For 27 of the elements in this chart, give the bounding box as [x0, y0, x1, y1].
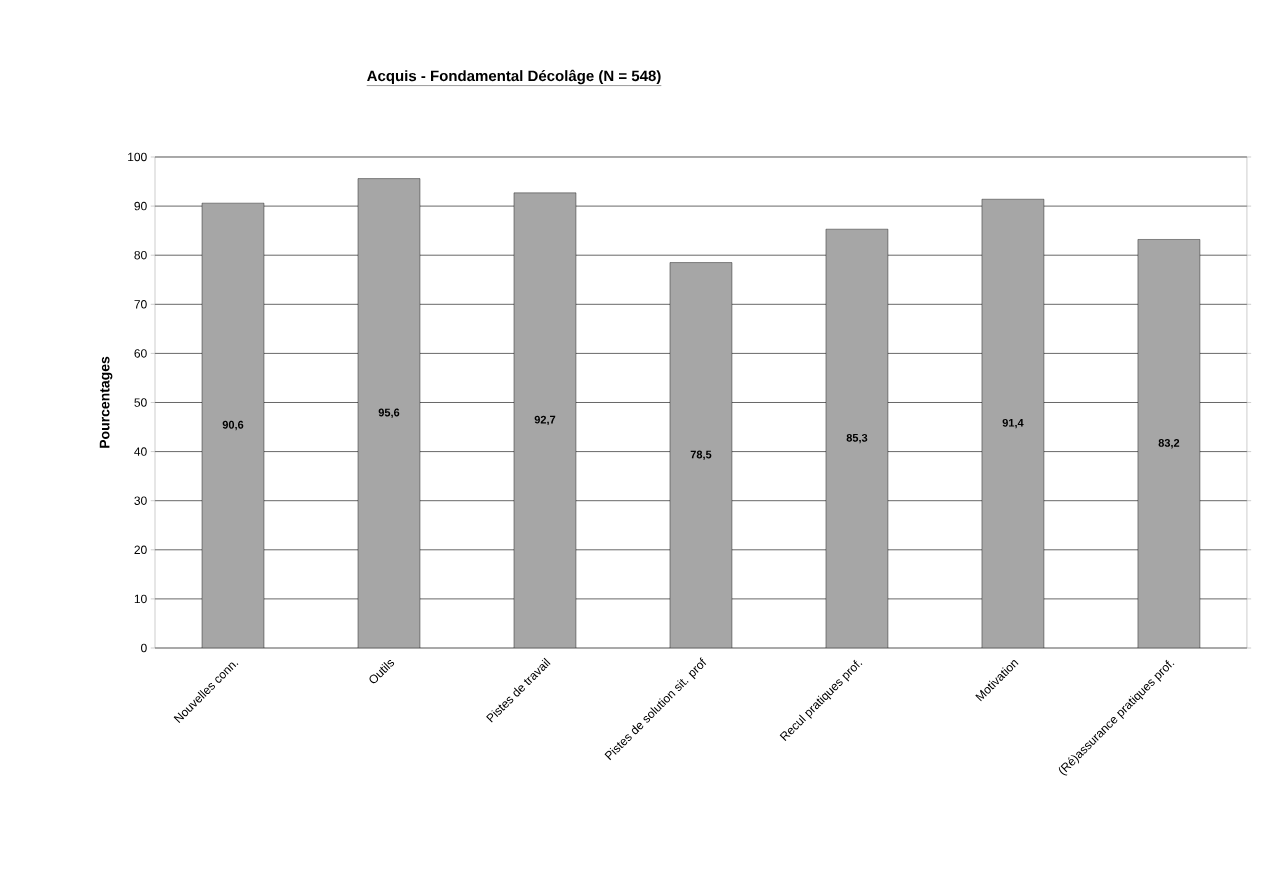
bar — [513, 192, 577, 648]
bar — [357, 178, 421, 648]
data-label: 90,6 — [222, 420, 244, 431]
y-tick-label: 0 — [141, 643, 147, 653]
y-tick-label: 40 — [134, 447, 147, 456]
data-label: 78,5 — [690, 450, 712, 460]
data-label: 95,6 — [378, 408, 400, 418]
y-tick-label: 70 — [134, 300, 147, 309]
bar — [1137, 239, 1201, 648]
bar — [825, 228, 889, 648]
data-label: 83,2 — [1158, 439, 1180, 449]
y-tick-label: 60 — [134, 349, 147, 358]
y-tick-label: 20 — [134, 545, 147, 555]
chart-title: Acquis - Fondamental Décolâge (N = 548) — [367, 69, 661, 85]
bar — [981, 199, 1045, 648]
y-tick-label: 10 — [134, 594, 147, 604]
data-label: 92,7 — [534, 415, 556, 426]
y-axis-title: Pourcentages — [99, 356, 113, 448]
y-tick-label: 90 — [134, 201, 147, 211]
data-label: 85,3 — [846, 433, 868, 444]
y-tick-label: 80 — [134, 250, 147, 260]
bar — [201, 202, 265, 648]
data-label: 91,4 — [1002, 418, 1024, 429]
y-tick-label: 50 — [134, 398, 147, 407]
bar — [669, 262, 733, 648]
y-tick-label: 100 — [128, 152, 147, 162]
y-tick-label: 30 — [134, 496, 147, 505]
